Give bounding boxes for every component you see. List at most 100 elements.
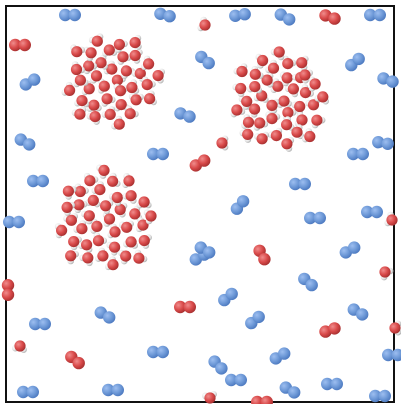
water-molecule	[95, 247, 109, 262]
atom-oxygen	[242, 128, 254, 140]
water-molecule	[61, 81, 76, 96]
atom-oxygen	[61, 201, 73, 213]
red-diatomic-molecule	[319, 322, 341, 338]
water-molecule	[239, 128, 254, 143]
water-molecule	[129, 34, 142, 50]
atom-oxygen	[92, 235, 105, 247]
blue-diatomic-molecule	[94, 306, 116, 324]
atom-oxygen	[120, 250, 132, 262]
water-molecule	[97, 78, 110, 94]
red-diatomic-molecule	[319, 9, 341, 25]
water-molecule	[91, 181, 106, 196]
atom-oxygen	[231, 104, 243, 116]
atom-oxygen	[91, 220, 103, 232]
atom-oxygen	[129, 37, 141, 49]
blue-diatomic-molecule	[29, 317, 51, 331]
blue-diatomic-molecule	[58, 8, 82, 22]
water-molecule	[129, 49, 143, 64]
red-diatomic-molecule	[253, 244, 271, 266]
water-molecule	[311, 114, 326, 129]
atom-oxygen	[272, 80, 284, 92]
water-molecule	[152, 68, 165, 84]
atom-red	[1, 288, 15, 301]
atom-oxygen	[74, 108, 86, 120]
atom-oxygen	[107, 259, 119, 271]
blue-diatomic-molecule	[274, 8, 296, 26]
water-molecule	[70, 61, 85, 76]
water-molecule	[114, 202, 128, 218]
atom-blue	[252, 310, 265, 324]
atom-oxygen	[76, 223, 88, 235]
water-molecule	[270, 78, 284, 93]
blue-diatomic-molecule	[218, 287, 238, 307]
water-molecule	[202, 391, 217, 404]
atom-oxygen	[100, 200, 112, 212]
atom-blue	[330, 377, 343, 391]
atom-blue	[203, 246, 216, 259]
water-molecule	[92, 232, 107, 247]
atom-blue	[38, 317, 51, 331]
water-molecule	[136, 196, 152, 209]
water-molecule	[122, 173, 135, 188]
atom-blue	[313, 211, 326, 225]
blue-diatomic-molecule	[147, 147, 169, 161]
atom-oxygen	[129, 208, 141, 220]
atom-blue	[382, 348, 395, 362]
atom-blue	[225, 373, 238, 387]
water-molecule	[254, 131, 270, 145]
atom-blue	[356, 147, 369, 161]
red-diatomic-molecule	[251, 395, 273, 404]
water-molecule	[255, 53, 269, 69]
atom-oxygen	[83, 83, 95, 95]
atom-oxygen	[98, 164, 110, 176]
atom-red	[174, 300, 187, 314]
blue-diatomic-molecule	[27, 174, 49, 188]
water-molecule	[108, 191, 123, 206]
atom-oxygen	[111, 191, 123, 204]
water-molecule	[107, 172, 121, 187]
water-molecule	[95, 54, 108, 70]
atom-oxygen	[266, 113, 278, 125]
water-molecule	[265, 111, 281, 125]
water-molecule	[143, 209, 157, 225]
atom-red	[183, 300, 196, 314]
atom-red	[258, 253, 271, 266]
atom-oxygen	[254, 117, 266, 129]
blue-diatomic-molecule	[3, 215, 25, 229]
atom-blue	[225, 287, 238, 301]
atom-blue	[58, 8, 72, 22]
atom-blue	[378, 389, 391, 403]
atom-oxygen	[117, 51, 129, 63]
water-molecule	[247, 81, 262, 94]
atom-oxygen	[266, 99, 278, 111]
water-molecule	[81, 80, 95, 96]
water-molecule	[389, 320, 401, 336]
water-molecule	[101, 93, 116, 107]
atom-red	[72, 356, 85, 370]
atom-oxygen	[65, 214, 77, 226]
atom-oxygen	[241, 95, 253, 107]
atom-oxygen	[125, 236, 137, 248]
water-molecule	[268, 127, 283, 142]
blue-diatomic-molecule	[195, 50, 215, 70]
atom-oxygen	[282, 107, 294, 119]
atom-oxygen	[144, 93, 156, 105]
atom-red	[198, 154, 211, 167]
atom-oxygen	[90, 70, 103, 82]
atom-blue	[229, 9, 242, 22]
atom-oxygen	[64, 84, 76, 96]
water-molecule	[86, 111, 101, 125]
water-molecule	[74, 183, 89, 198]
atom-red	[328, 12, 341, 25]
atom-oxygen	[236, 65, 248, 78]
atom-red	[9, 38, 22, 52]
atom-blue	[348, 241, 361, 254]
atom-oxygen	[249, 81, 261, 93]
water-molecule	[144, 90, 157, 106]
atom-oxygen	[130, 94, 142, 106]
atom-blue	[156, 345, 169, 359]
atom-oxygen	[101, 93, 113, 105]
red-diatomic-molecule	[65, 350, 85, 370]
atom-oxygen	[138, 235, 150, 247]
atom-blue	[23, 138, 36, 151]
